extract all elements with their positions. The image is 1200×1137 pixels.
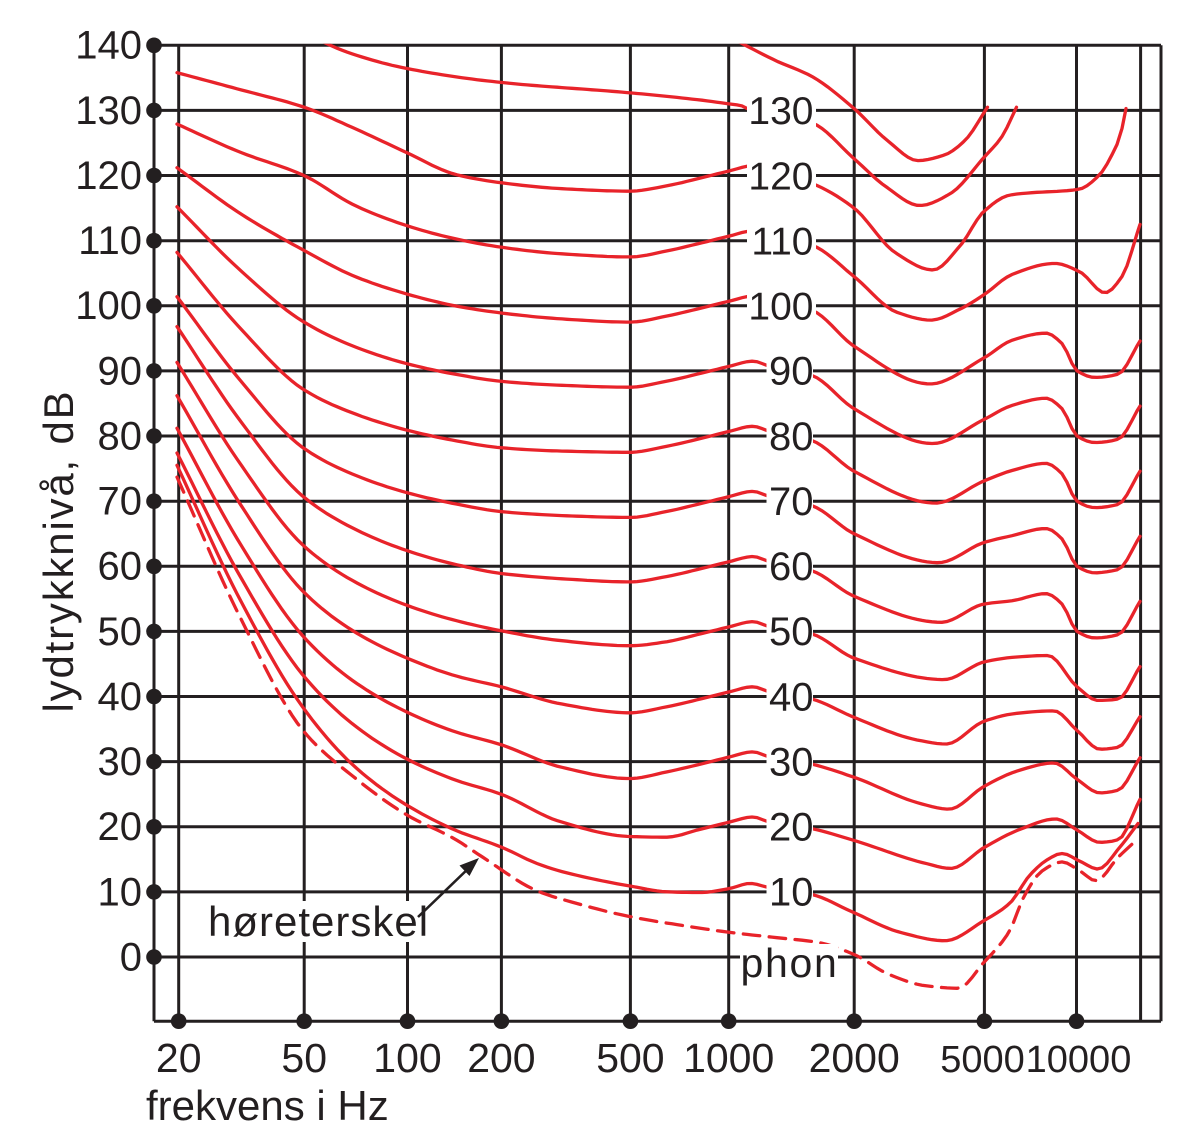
svg-text:20: 20 [98, 805, 143, 849]
svg-text:90: 90 [769, 350, 814, 394]
svg-text:2000: 2000 [809, 1035, 900, 1081]
svg-text:30: 30 [98, 740, 143, 784]
svg-text:70: 70 [769, 480, 814, 524]
svg-text:50: 50 [281, 1035, 327, 1081]
svg-text:phon: phon [741, 940, 839, 986]
svg-text:5000: 5000 [940, 1039, 1025, 1081]
svg-text:110: 110 [751, 221, 813, 264]
svg-text:10: 10 [98, 870, 143, 914]
svg-text:70: 70 [98, 480, 143, 524]
svg-text:60: 60 [98, 545, 143, 589]
svg-text:140: 140 [75, 24, 142, 68]
svg-text:1000: 1000 [683, 1035, 774, 1081]
svg-text:20: 20 [156, 1035, 202, 1081]
svg-text:120: 120 [75, 154, 142, 198]
svg-text:50: 50 [769, 610, 814, 654]
svg-text:0: 0 [120, 935, 142, 979]
svg-text:200: 200 [467, 1035, 535, 1081]
svg-text:40: 40 [98, 675, 143, 719]
svg-text:80: 80 [98, 414, 143, 458]
svg-text:lydtrykknivå, dB: lydtrykknivå, dB [35, 390, 82, 713]
svg-text:10000: 10000 [1026, 1039, 1132, 1081]
svg-text:100: 100 [748, 286, 813, 329]
svg-text:130: 130 [748, 90, 813, 133]
svg-text:20: 20 [769, 806, 814, 850]
svg-text:130: 130 [75, 89, 142, 133]
svg-text:høreterskel: høreterskel [208, 898, 429, 945]
svg-text:50: 50 [98, 610, 143, 654]
svg-text:100: 100 [373, 1035, 441, 1081]
svg-text:60: 60 [769, 545, 814, 589]
svg-text:40: 40 [769, 675, 814, 719]
svg-text:110: 110 [78, 219, 142, 263]
svg-text:10: 10 [769, 871, 814, 915]
svg-text:80: 80 [769, 415, 814, 459]
svg-text:90: 90 [98, 349, 143, 393]
svg-text:30: 30 [769, 740, 814, 784]
svg-text:100: 100 [75, 284, 142, 328]
svg-text:frekvens i Hz: frekvens i Hz [146, 1082, 389, 1129]
svg-text:120: 120 [748, 155, 813, 198]
svg-text:500: 500 [596, 1035, 664, 1081]
